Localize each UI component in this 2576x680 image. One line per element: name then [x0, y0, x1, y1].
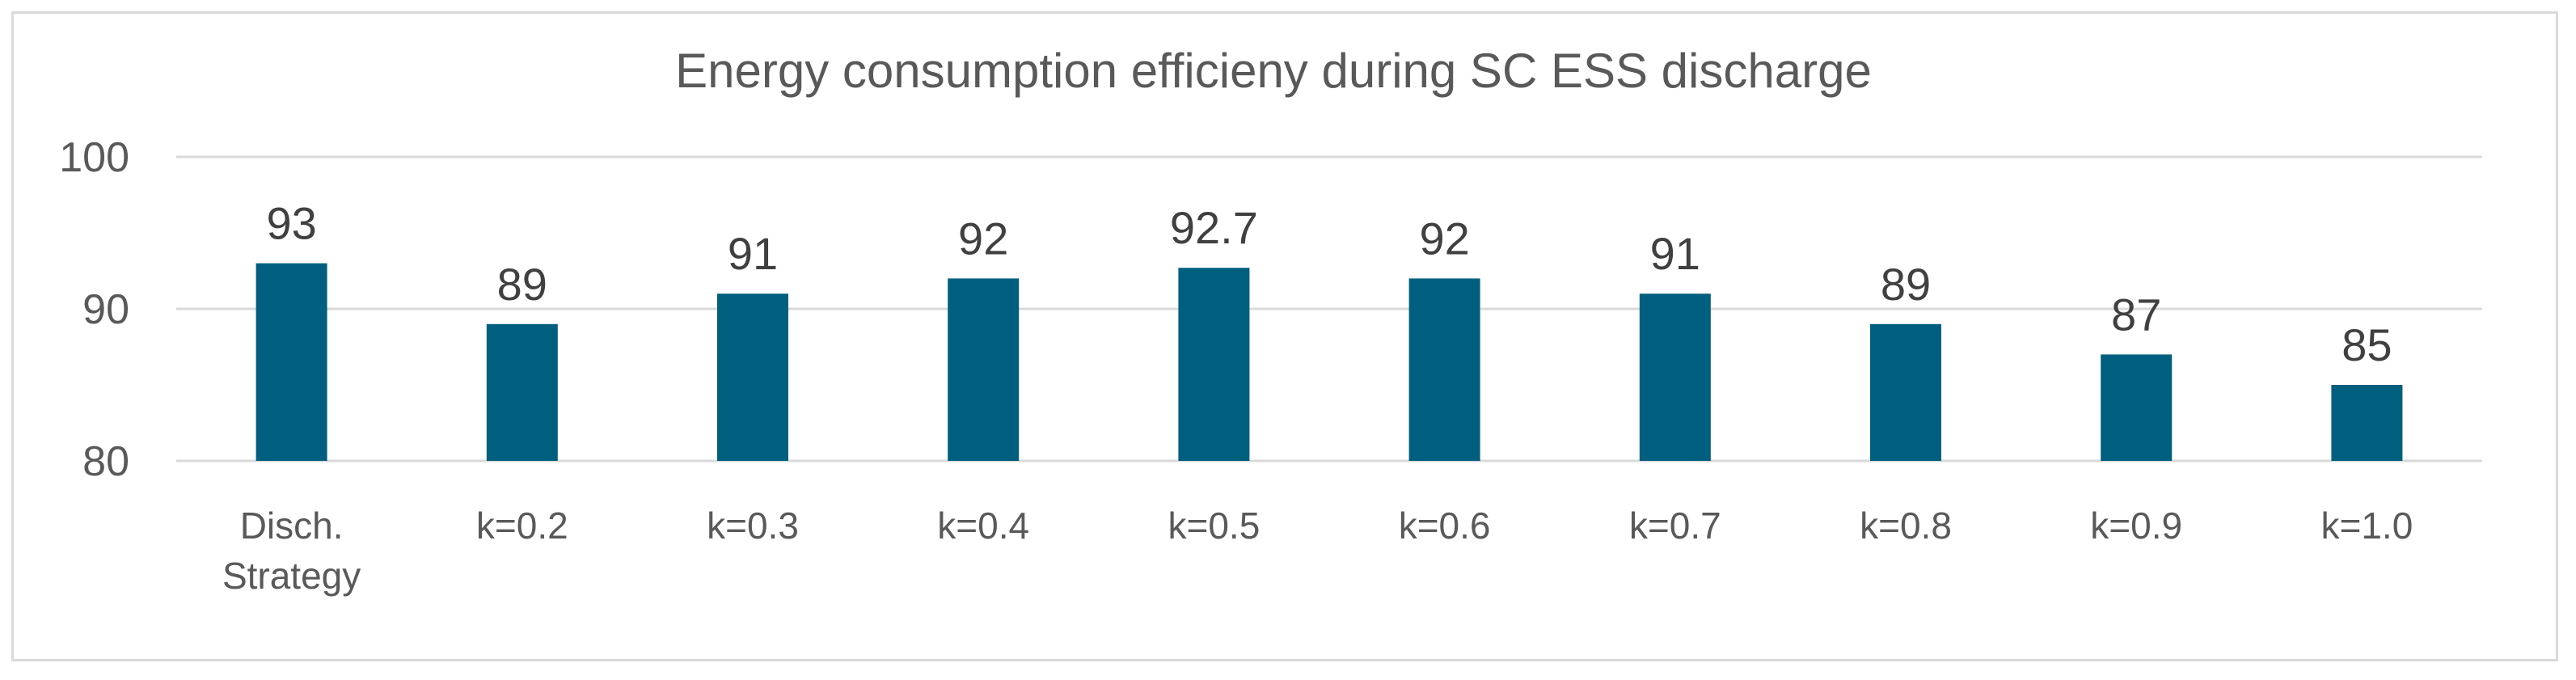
data-label: 87: [2111, 289, 2161, 340]
bar: [2101, 354, 2173, 461]
data-label: 93: [266, 198, 316, 249]
y-tick-label: 80: [82, 438, 129, 485]
gridlines: [176, 155, 2482, 462]
bar: [948, 278, 1020, 461]
data-label: 89: [1881, 259, 1931, 310]
y-tick-label: 90: [82, 286, 129, 333]
x-category-label: k=0.3: [707, 505, 799, 547]
bar: [486, 323, 558, 461]
x-category-label: k=0.4: [937, 505, 1029, 547]
data-label: 89: [497, 259, 547, 310]
x-category-label: k=0.8: [1860, 505, 1952, 547]
bar: [1639, 294, 1711, 461]
x-category-label: k=0.2: [476, 505, 568, 547]
data-label: 91: [1650, 228, 1700, 279]
bar: [255, 263, 327, 461]
chart-frame: [11, 11, 2558, 661]
data-labels: 93 89 91 92 92.7 92 91 89 87 85: [266, 198, 2392, 370]
x-category-label: k=1.0: [2321, 505, 2413, 547]
x-axis-categories: Disch. Strategy k=0.2 k=0.3 k=0.4 k=0.5 k=0.6 k…: [222, 505, 2413, 597]
bar: [2331, 385, 2403, 461]
x-category-label: k=0.9: [2090, 505, 2182, 547]
y-axis-ticks: 80 90 100: [59, 134, 129, 485]
bar: [1870, 323, 1941, 461]
data-label: 92: [1419, 213, 1469, 264]
x-category-label: Disch.: [240, 505, 344, 547]
bar: [717, 294, 788, 461]
chart-title: Energy consumption efficieny during SC E…: [675, 44, 1872, 98]
bar: [1408, 278, 1480, 461]
data-label: 85: [2342, 319, 2392, 370]
x-category-label: k=0.6: [1399, 505, 1491, 547]
bars: [255, 263, 2403, 461]
bar: [1178, 268, 1250, 461]
data-label: 92: [958, 213, 1008, 264]
data-label: 91: [728, 228, 778, 279]
x-category-label: k=0.7: [1629, 505, 1721, 547]
x-category-label: k=0.5: [1168, 505, 1260, 547]
data-label: 92.7: [1170, 202, 1258, 253]
x-category-label: Strategy: [222, 555, 361, 597]
y-tick-label: 100: [59, 134, 129, 181]
